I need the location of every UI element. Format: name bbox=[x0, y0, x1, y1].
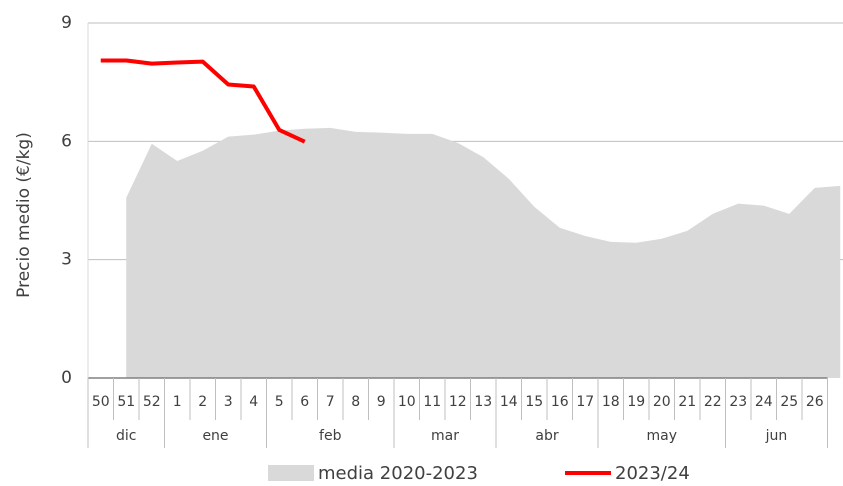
legend-label: 2023/24 bbox=[615, 463, 690, 484]
x-tick-label: 18 bbox=[602, 394, 620, 410]
x-tick-label: 10 bbox=[398, 394, 416, 410]
x-tick-label: 20 bbox=[653, 394, 671, 410]
plot-area bbox=[88, 22, 843, 378]
x-tick-label: 50 bbox=[92, 394, 110, 410]
x-tick-label: 51 bbox=[117, 394, 135, 410]
y-tick-label: 3 bbox=[61, 250, 72, 270]
x-tick-label: 24 bbox=[755, 394, 773, 410]
y-tick-label: 9 bbox=[61, 13, 72, 33]
x-tick-label: 5 bbox=[275, 394, 284, 410]
legend-label: media 2020-2023 bbox=[318, 463, 478, 484]
x-tick-label: 7 bbox=[326, 394, 335, 410]
x-tick-label: 21 bbox=[678, 394, 696, 410]
x-tick-label: 22 bbox=[704, 394, 722, 410]
x-tick-label: 23 bbox=[729, 394, 747, 410]
x-tick-label: 2 bbox=[198, 394, 207, 410]
y-tick-label: 0 bbox=[61, 368, 72, 388]
month-label: jun bbox=[765, 428, 788, 444]
month-label: feb bbox=[319, 428, 342, 444]
x-tick-label: 16 bbox=[551, 394, 569, 410]
x-tick-label: 25 bbox=[780, 394, 798, 410]
x-tick-label: 13 bbox=[474, 394, 492, 410]
x-tick-label: 3 bbox=[224, 394, 233, 410]
x-tick-label: 6 bbox=[300, 394, 309, 410]
x-tick-label: 8 bbox=[351, 394, 360, 410]
x-tick-label: 52 bbox=[143, 394, 161, 410]
x-tick-label: 11 bbox=[423, 394, 441, 410]
x-tick-label: 26 bbox=[806, 394, 824, 410]
y-axis-label: Precio medio (€/kg) bbox=[14, 132, 34, 298]
month-label: abr bbox=[535, 428, 558, 444]
month-label: dic bbox=[116, 428, 136, 444]
legend-swatch bbox=[268, 465, 314, 481]
x-tick-label: 1 bbox=[173, 394, 182, 410]
x-tick-label: 17 bbox=[576, 394, 594, 410]
area bbox=[126, 127, 841, 378]
line bbox=[100, 58, 306, 144]
month-label: mar bbox=[431, 428, 459, 444]
x-tick-label: 14 bbox=[500, 394, 518, 410]
month-label: ene bbox=[202, 428, 228, 444]
x-tick-label: 4 bbox=[249, 394, 258, 410]
x-tick-label: 15 bbox=[525, 394, 543, 410]
x-tick-label: 12 bbox=[449, 394, 467, 410]
y-tick-label: 6 bbox=[61, 131, 72, 151]
month-label: may bbox=[646, 428, 677, 444]
x-tick-label: 19 bbox=[627, 394, 645, 410]
x-tick-label: 9 bbox=[377, 394, 386, 410]
